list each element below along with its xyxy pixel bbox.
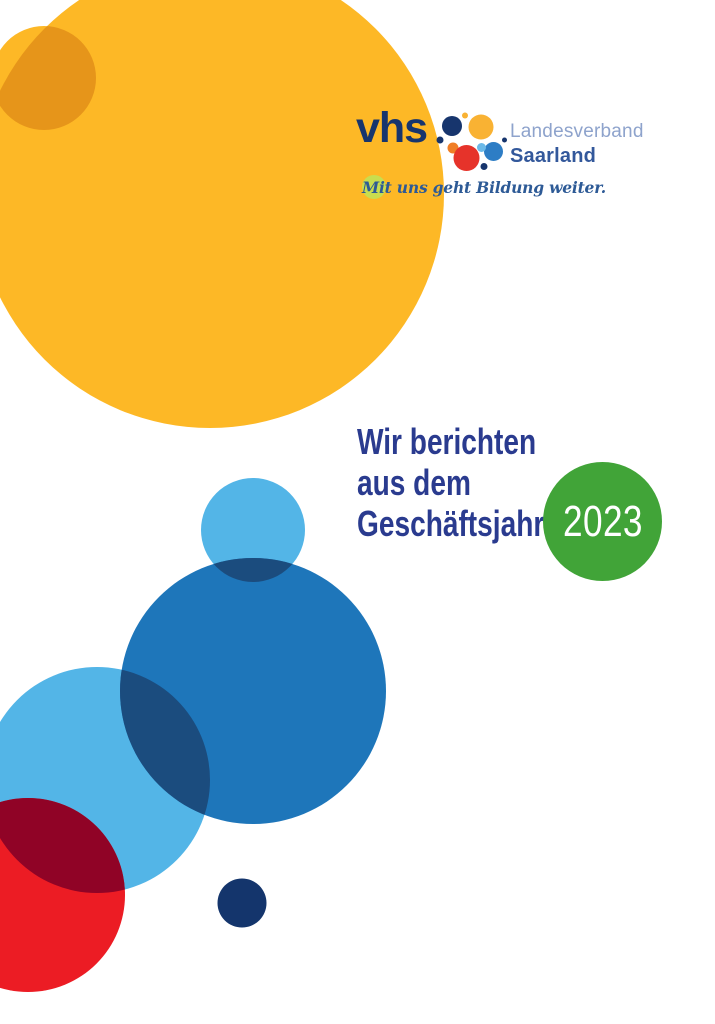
cover-title-line-3: Geschäftsjahr: [357, 503, 545, 544]
logo-dot-yellow-tiny: [462, 112, 468, 119]
vhs-logo-wordmark: vhs: [356, 104, 428, 152]
logo-dot-navy-bottom: [480, 163, 488, 170]
cover-title-line-1: Wir berichten: [357, 421, 537, 462]
logo-tagline: Mit uns geht Bildung weiter.: [362, 178, 606, 197]
year-badge-text: 2023: [562, 496, 643, 546]
logo-dot-navy-small-left: [436, 136, 444, 144]
year-badge-circle: 2023: [543, 462, 662, 581]
logo-dot-blue: [484, 142, 503, 161]
cover-title: Wir berichten aus dem Geschäftsjahr: [357, 421, 544, 544]
blue-overlap-left: [120, 667, 210, 824]
lightblue-circle-top: [201, 478, 305, 582]
logo-dot-navy-right: [502, 137, 507, 143]
logo-dot-red: [453, 145, 480, 171]
logo-org-line2: Saarland: [510, 145, 597, 167]
tagline-highlight-circle: [362, 175, 386, 199]
red-lightblue-overlap: [0, 798, 125, 893]
navy-dot: [217, 878, 267, 928]
logo-dot-navy-large: [442, 116, 462, 136]
logo-dot-yellow: [468, 114, 494, 140]
logo-org-line1: Landesverband: [510, 121, 644, 142]
logo-org-name: Landesverband Saarland: [510, 122, 644, 166]
yellow-circle-big: [0, 0, 444, 428]
logo-dot-lightblue: [477, 143, 486, 152]
cover-title-line-2: aus dem: [357, 462, 471, 503]
